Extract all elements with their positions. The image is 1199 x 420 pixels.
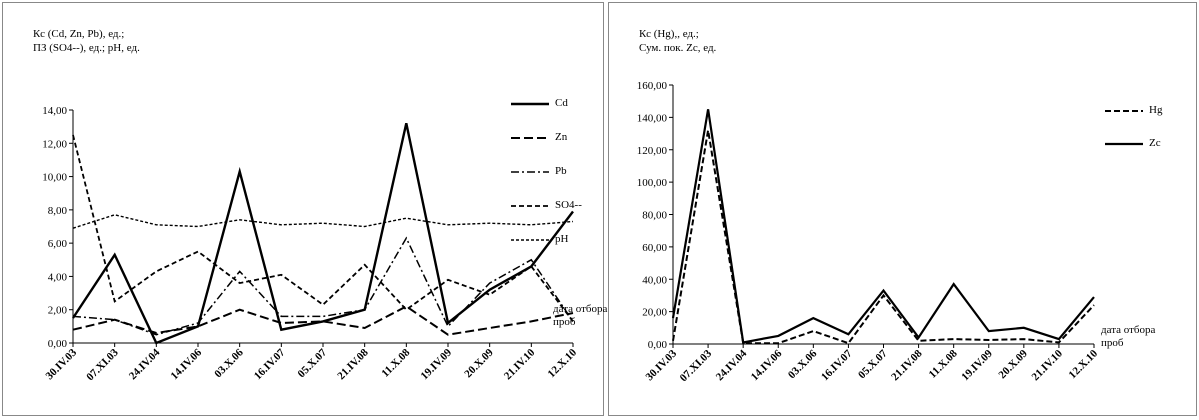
x-tick-label: 03.X.06 [786,347,820,381]
x-tick-label: 03.X.06 [212,346,246,380]
x-tick-label: 21.IV.08 [335,346,371,382]
y-tick-label: 100,00 [637,177,668,189]
x-tick-label: 20.X.09 [996,347,1030,381]
x-tick-label: 24.IV.04 [714,347,750,383]
x-axis-label: дата отбора проб [1101,324,1155,350]
x-axis-label-line-1: дата отбора [553,303,608,315]
x-tick-label: 07.XI.03 [678,347,715,384]
x-axis-label: дата отбора проб [553,303,607,329]
x-tick-label: 19.IV.09 [419,346,455,382]
series-line-pb [72,236,574,336]
y-axis-label-line-1: Кс (Cd, Zn, Pb), ед.; [33,28,125,40]
x-tick-label: 20.X.09 [462,346,496,380]
series-line-ph [72,214,574,229]
y-tick-label: 2,00 [48,305,68,317]
legend-label-zc: Zc [1149,137,1161,149]
x-axis-label-line-1: дата отбора [1101,324,1156,336]
x-tick-label: 11.X.08 [927,347,960,380]
y-tick-label: 60,00 [642,242,667,254]
x-tick-label: 16.IV.07 [819,347,855,383]
legend-label-zn: Zn [555,131,568,143]
legend-label-hg: Hg [1149,104,1163,116]
y-axis-label-line-2: ПЗ (SO4--), ед.; pH, ед. [33,42,140,54]
x-tick-label: 19.IV.09 [959,347,995,383]
y-axis-label-line-1: Кс (Hg),, ед.; [639,28,699,40]
y-tick-label: 14,00 [42,105,67,117]
x-tick-label: 12.X.10 [1067,347,1101,381]
x-tick-label: 24.IV.04 [127,346,163,382]
y-tick-label: 120,00 [637,145,668,157]
x-tick-label: 11.X.08 [379,346,412,379]
x-tick-label: 30.IV.03 [644,347,680,383]
chart-panel-hg-zc: Кс (Hg),, ед.; Сум. пок. Zc, ед. 0,00 20,… [608,2,1197,416]
y-axis-label: Кс (Hg),, ед.; Сум. пок. Zc, ед. [639,27,716,55]
y-tick-label: 80,00 [642,210,667,222]
y-axis-label: Кс (Cd, Zn, Pb), ед.; ПЗ (SO4--), ед.; p… [33,27,140,55]
y-axis-label-line-2: Сум. пок. Zc, ед. [639,42,717,54]
legend-label-so4: SO4-- [555,199,582,211]
x-tick-label: 14.IV.06 [749,347,785,383]
x-tick-label: 05.X.07 [296,346,330,380]
y-tick-label: 0,00 [648,339,668,351]
legend-label-pb: Pb [555,165,567,177]
series-line-cd [71,123,574,345]
chart-panel-metals: Кс (Cd, Zn, Pb), ед.; ПЗ (SO4--), ед.; p… [2,2,607,416]
y-tick-label: 160,00 [637,80,668,92]
x-tick-label: 30.IV.03 [44,346,80,382]
legend-label-ph: pH [555,233,569,245]
legend-label-cd: Cd [555,97,568,109]
chart-plot-hg-zc: 0,00 20,00 40,00 60,00 80,00 100,00 120,00 140,… [637,80,1101,384]
y-tick-label: 4,00 [48,271,68,283]
x-tick-label: 07.XI.03 [84,346,121,383]
y-tick-label: 6,00 [48,238,68,250]
x-tick-label: 21.IV.10 [502,346,538,382]
y-tick-label: 10,00 [42,172,67,184]
x-axis-label-line-2: проб [1101,337,1124,349]
y-tick-label: 140,00 [637,112,668,124]
y-tick-label: 8,00 [48,205,68,217]
series-line-hg [672,130,1095,345]
x-tick-label: 21.IV.10 [1029,347,1065,383]
series-line-zc [671,109,1095,344]
x-tick-label: 16.IV.07 [252,346,288,382]
y-tick-label: 12,00 [42,138,67,150]
x-tick-label: 21.IV.08 [889,347,925,383]
y-tick-label: 20,00 [642,307,667,319]
x-axis-label-line-2: проб [553,316,576,328]
series-line-so4 [72,134,574,322]
chart-plot-metals: 0,00 2,00 4,00 6,00 8,00 10,00 12,00 14,00 30.IV… [42,105,580,383]
series-line-zn [72,305,574,336]
x-tick-label: 12.X.10 [546,346,580,380]
y-tick-label: 0,00 [48,338,68,350]
x-tick-label: 05.X.07 [856,347,890,381]
y-tick-label: 40,00 [642,274,667,286]
x-tick-label: 14.IV.06 [169,346,205,382]
